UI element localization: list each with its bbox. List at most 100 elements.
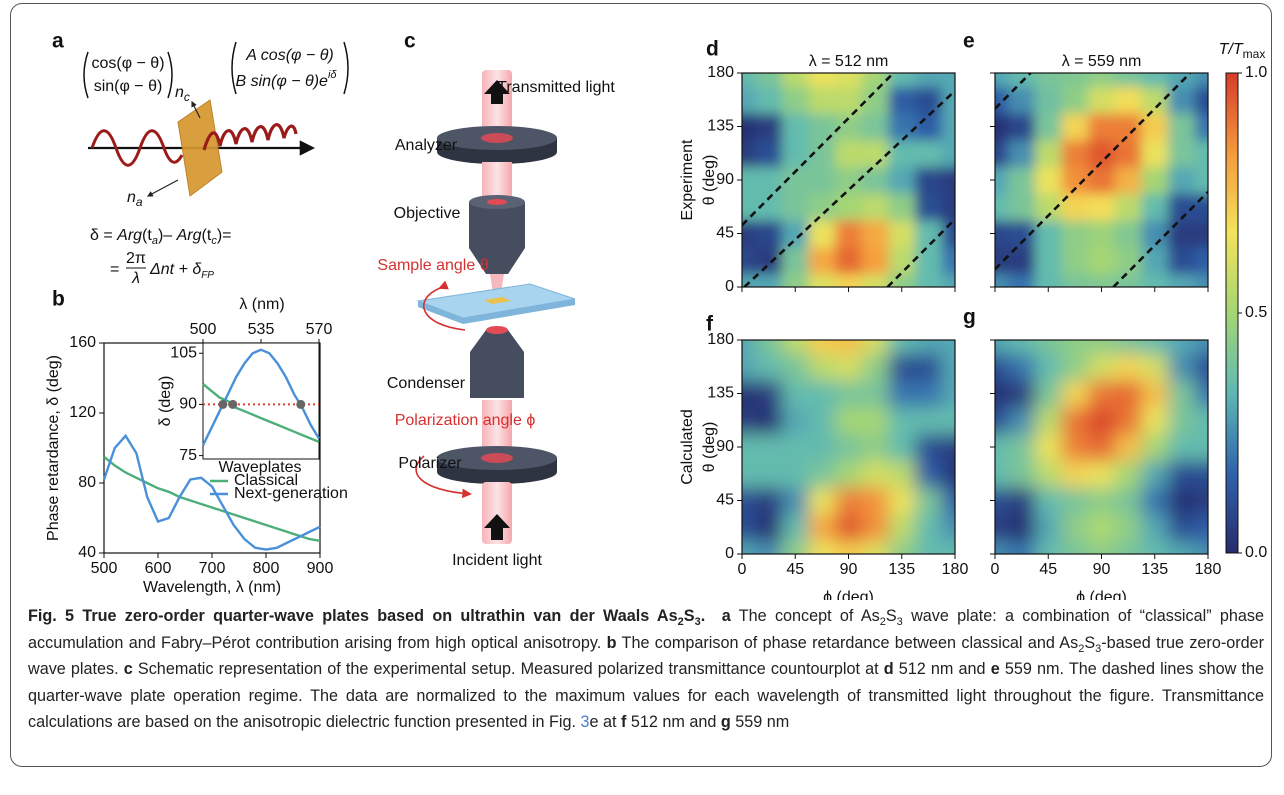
- contour-cell: [1062, 514, 1089, 541]
- contour-cell: [1115, 86, 1142, 113]
- x-axis-label: ϕ (deg): [823, 589, 874, 600]
- contour-cell: [888, 487, 915, 514]
- contour-cell: [1195, 86, 1252, 113]
- contour-cell: [1062, 113, 1089, 140]
- contour-cell: [1115, 274, 1142, 331]
- contour-cell: [1115, 167, 1142, 194]
- bracket: [344, 42, 348, 94]
- setup-label: Analyzer: [395, 137, 458, 154]
- contour-cell: [1035, 407, 1062, 434]
- contour-cell: [1035, 167, 1062, 194]
- colorbar-scale: [1226, 73, 1238, 553]
- x-tick-label: 600: [145, 560, 172, 577]
- text-part: )=: [217, 227, 232, 244]
- contour-cell: [835, 353, 862, 380]
- vector-entry: cos(φ − θ): [91, 55, 164, 72]
- contour-cell: [1115, 247, 1142, 274]
- contour-cell: [1088, 353, 1115, 380]
- contour-plot: [952, 30, 1252, 331]
- contour-cell: [1008, 140, 1035, 167]
- contour-cell: [1141, 30, 1168, 87]
- contour-cell: [1168, 514, 1195, 541]
- contour-cell: [1088, 297, 1115, 354]
- contour-cell: [888, 113, 915, 140]
- caption-part: 512 nm and: [894, 660, 991, 678]
- contour-cell: [835, 140, 862, 167]
- contour-cell: [1062, 86, 1089, 113]
- caption: Fig. 5 True zero-order quarter-wave plat…: [28, 603, 1264, 736]
- contour-cell: [915, 274, 942, 331]
- y-tick-label: 120: [69, 404, 96, 421]
- contour-cell: [1195, 460, 1252, 487]
- y-tick-label: 105: [170, 344, 197, 361]
- contour-cell: [1088, 247, 1115, 274]
- x-tick-label: 45: [786, 561, 804, 578]
- contour-cell: [755, 113, 782, 140]
- contour-cell: [1195, 407, 1252, 434]
- contour-cell: [755, 140, 782, 167]
- contour-cell: [1195, 140, 1252, 167]
- contour-cell: [862, 380, 889, 407]
- contour-cell: [1035, 297, 1062, 354]
- equation: =: [110, 261, 119, 278]
- axis-arrow: [148, 180, 178, 196]
- contour-cell: [952, 30, 1009, 87]
- contour-field: [952, 297, 1252, 598]
- contour-cell: [915, 460, 942, 487]
- contour-cell: [1008, 193, 1035, 220]
- y-tick-label: 75: [179, 447, 197, 464]
- contour-cell: [809, 460, 836, 487]
- y-tick-label: 90: [179, 396, 197, 413]
- caption-part: g: [721, 713, 731, 731]
- caption-part: e: [991, 660, 1000, 678]
- contour-cell: [888, 297, 915, 354]
- contour-cell: [1062, 353, 1089, 380]
- contour-cell: [1141, 274, 1168, 331]
- contour-cell: [809, 434, 836, 461]
- contour-cell: [1115, 460, 1142, 487]
- y-tick-label: 45: [716, 492, 734, 509]
- contour-cell: [1195, 167, 1252, 194]
- text-part: T/T: [1219, 41, 1244, 58]
- contour-cell: [1035, 113, 1062, 140]
- contour-cell: [1168, 380, 1195, 407]
- contour-cell: [1115, 220, 1142, 247]
- contour-cell: [1168, 30, 1195, 87]
- contour-cell: [952, 460, 1009, 487]
- contour-cell: [699, 514, 756, 541]
- contour-cell: [1035, 30, 1062, 87]
- caption-part: 512 nm and: [626, 713, 721, 731]
- contour-cell: [915, 434, 942, 461]
- contour-cell: [755, 220, 782, 247]
- contour-cell: [1141, 86, 1168, 113]
- contour-cell: [1141, 487, 1168, 514]
- contour-cell: [1008, 297, 1035, 354]
- contour-cell: [952, 113, 1009, 140]
- text-part: (t: [202, 227, 212, 244]
- contour-cell: [915, 487, 942, 514]
- bracket: [84, 52, 88, 98]
- panel-c: Transmitted light Analyzer Objective Sam…: [377, 70, 615, 569]
- contour-cell: [1195, 274, 1252, 331]
- caption-part: The comparison of phase retardance betwe…: [617, 634, 1079, 652]
- panel-label: c: [404, 30, 416, 53]
- y-axis-label: Experiment: [679, 139, 696, 220]
- text-part: δ =: [90, 227, 117, 244]
- y-axis-label: δ (deg): [157, 376, 174, 427]
- crossing-point: [228, 400, 237, 409]
- contour-cell: [1195, 113, 1252, 140]
- figure-link[interactable]: 3: [581, 713, 590, 731]
- y-tick-label: 160: [69, 334, 96, 351]
- text-part: n: [127, 189, 136, 206]
- x-tick-label: 900: [307, 560, 334, 577]
- contour-cell: [1008, 30, 1035, 87]
- contour-cell: [952, 274, 1009, 331]
- glow: [481, 133, 513, 143]
- x-tick-label: 700: [199, 560, 226, 577]
- contour-cell: [1008, 460, 1035, 487]
- contour-cell: [1062, 434, 1089, 461]
- y-tick-label: 0: [725, 278, 734, 295]
- contour-cell: [1168, 297, 1195, 354]
- contour-cell: [1168, 193, 1195, 220]
